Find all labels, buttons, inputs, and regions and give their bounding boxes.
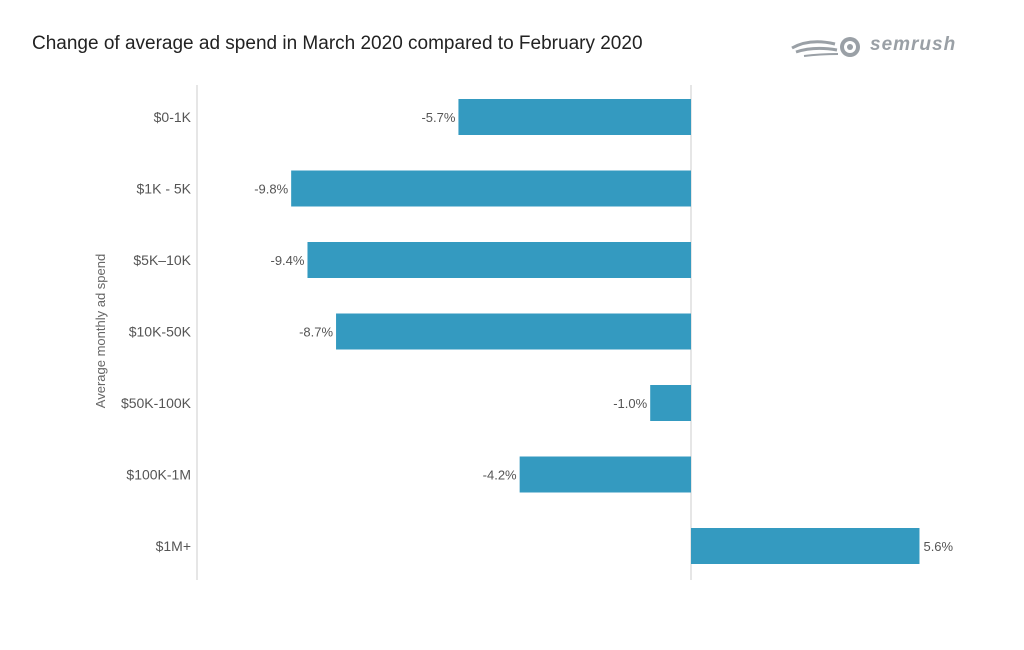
category-label: $1K - 5K bbox=[137, 181, 192, 197]
bar bbox=[336, 313, 691, 350]
category-label: $1M+ bbox=[156, 538, 191, 554]
chart-title: Change of average ad spend in March 2020… bbox=[32, 33, 643, 54]
value-label: 5.6% bbox=[923, 539, 953, 554]
category-label: $0-1K bbox=[154, 109, 192, 125]
bar bbox=[519, 456, 691, 493]
value-label: -8.7% bbox=[299, 325, 333, 340]
bar bbox=[291, 170, 691, 207]
value-label: -9.8% bbox=[254, 182, 288, 197]
value-label: -9.4% bbox=[271, 253, 305, 268]
semrush-logo: SEMRUSH bbox=[790, 30, 990, 62]
category-label: $100K-1M bbox=[126, 467, 191, 483]
bar bbox=[307, 242, 691, 278]
logo-text: SEMRUSH bbox=[870, 34, 957, 55]
value-label: -1.0% bbox=[613, 396, 647, 411]
category-label: $10K-50K bbox=[129, 324, 192, 340]
bar bbox=[458, 99, 691, 135]
category-label: $50K-100K bbox=[121, 395, 192, 411]
fireball-icon bbox=[791, 37, 860, 57]
bar bbox=[650, 385, 691, 421]
bars-group: $0-1K -5.7% $1K - 5K -9.8% $5K–10K -9.4% $10K-… bbox=[121, 99, 954, 564]
bar bbox=[691, 528, 920, 564]
category-label: $5K–10K bbox=[133, 252, 191, 268]
value-label: -5.7% bbox=[421, 110, 455, 125]
y-axis-title: Average monthly ad spend bbox=[93, 254, 108, 408]
value-label: -4.2% bbox=[483, 468, 517, 483]
